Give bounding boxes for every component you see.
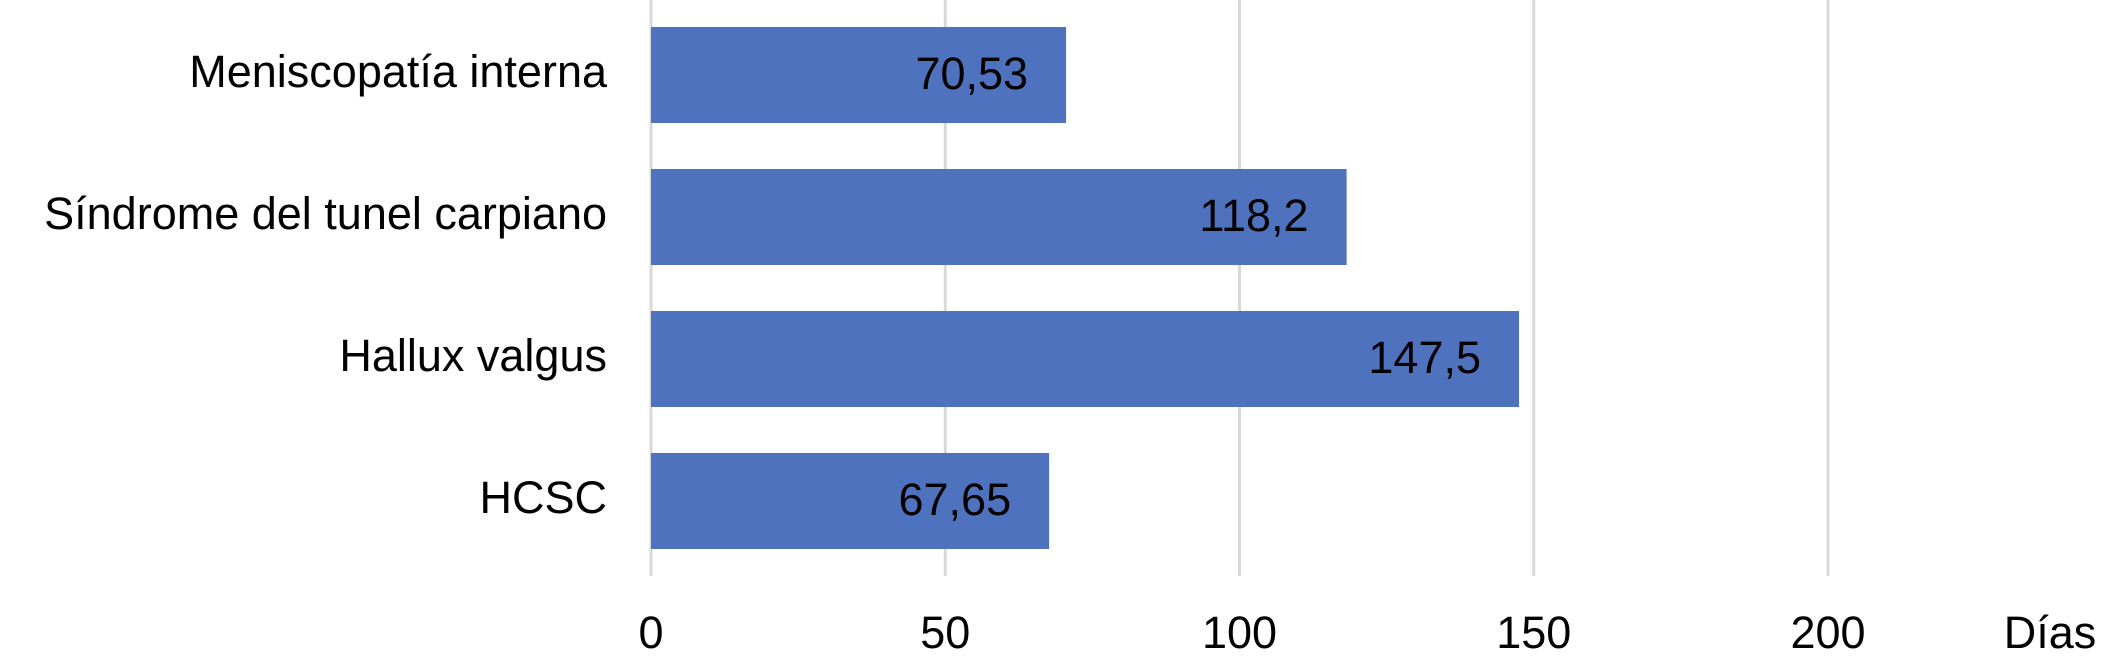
x-axis-label: Días	[2004, 607, 2097, 658]
category-label: Síndrome del tunel carpiano	[44, 188, 607, 239]
value-label: 70,53	[915, 48, 1028, 99]
value-label: 147,5	[1368, 332, 1481, 383]
bar	[651, 27, 1067, 123]
x-tick-label: 0	[638, 607, 663, 658]
category-label: Meniscopatía interna	[189, 46, 608, 97]
x-tick-label: 150	[1496, 607, 1571, 658]
value-label: 67,65	[898, 474, 1011, 525]
bar	[651, 169, 1347, 265]
category-label: HCSC	[479, 472, 607, 523]
x-tick-label: 50	[920, 607, 970, 658]
value-label: 118,2	[1199, 190, 1308, 241]
category-label: Hallux valgus	[339, 330, 607, 381]
x-tick-label: 100	[1202, 607, 1277, 658]
bar	[651, 453, 1050, 549]
bar	[651, 311, 1520, 407]
x-tick-label: 200	[1790, 607, 1865, 658]
